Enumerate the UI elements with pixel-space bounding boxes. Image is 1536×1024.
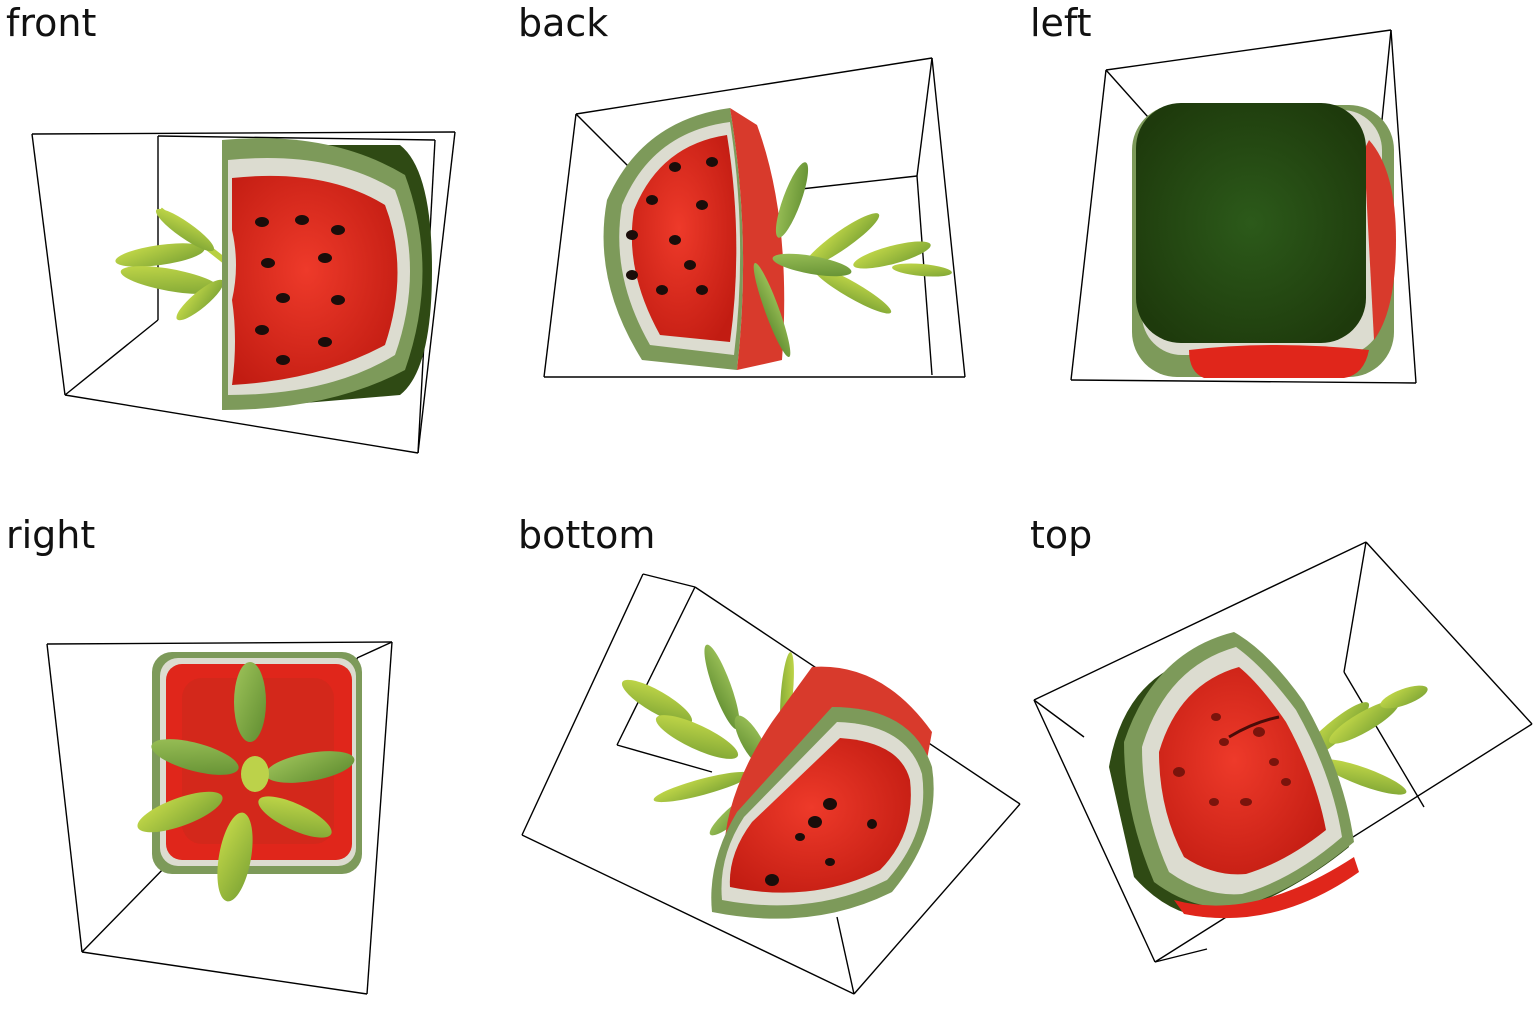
view-panel-front: front xyxy=(0,0,512,512)
watermelon-cube-icon xyxy=(1132,103,1396,378)
watermelon-slice-icon xyxy=(711,666,934,919)
right-render xyxy=(46,641,393,995)
left-render xyxy=(1070,29,1417,384)
view-panel-back: back xyxy=(512,0,1024,512)
view-label: right xyxy=(6,513,96,557)
view-label: bottom xyxy=(518,513,656,557)
plant-sprout-icon xyxy=(137,662,355,902)
view-panel-bottom: bottom xyxy=(512,512,1024,1024)
view-label: front xyxy=(6,1,97,45)
top-render xyxy=(1033,541,1533,963)
view-label: left xyxy=(1030,1,1092,45)
view-panel-left: left xyxy=(1024,0,1536,512)
plant-sprout-icon xyxy=(753,162,952,358)
view-label: back xyxy=(518,1,609,45)
watermelon-slice-icon xyxy=(603,108,785,370)
front-render xyxy=(31,131,456,454)
watermelon-slice-icon xyxy=(1109,632,1359,919)
watermelon-slice-icon xyxy=(222,138,432,410)
bottom-render xyxy=(521,573,1021,995)
back-render xyxy=(543,57,966,378)
view-label: top xyxy=(1030,513,1093,557)
plant-sprout-icon xyxy=(115,207,232,321)
bounding-box xyxy=(521,573,1021,995)
view-panel-top: top xyxy=(1024,512,1536,1024)
bounding-box xyxy=(31,131,456,454)
view-panel-right: right xyxy=(0,512,512,1024)
